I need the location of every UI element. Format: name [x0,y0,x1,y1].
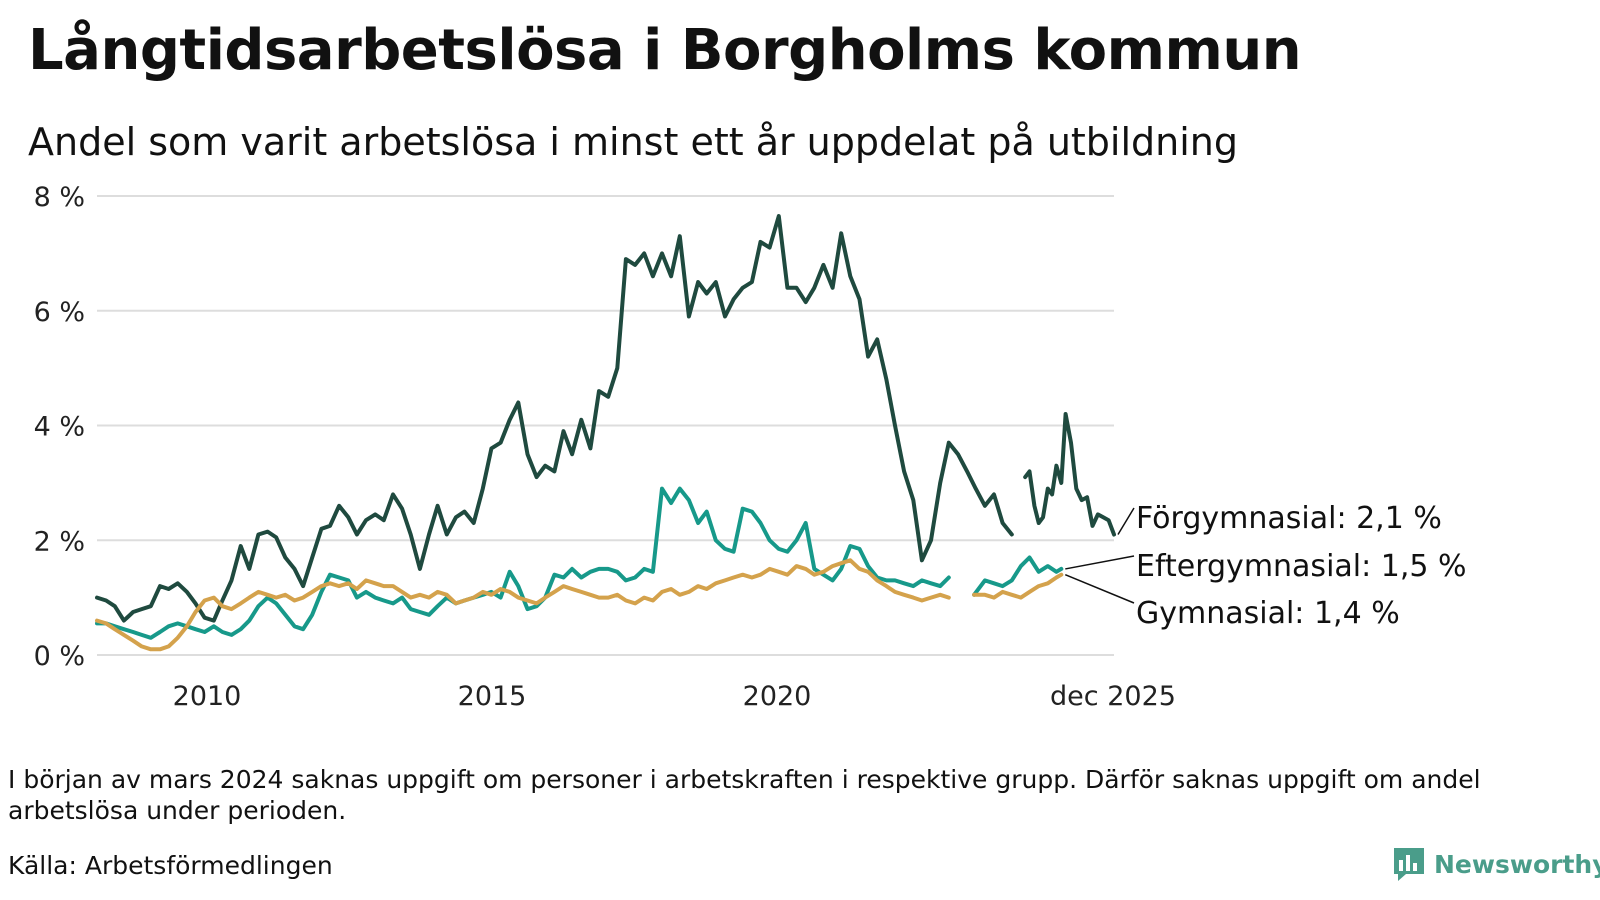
series-end-label-gymnasial: Gymnasial: 1,4 % [1136,596,1400,631]
y-tick-label: 6 % [34,297,85,328]
newsworthy-logo: Newsworthy [1392,846,1600,882]
label-leader-line [1065,555,1135,570]
y-tick-label: 8 % [34,182,85,213]
label-leader-line [1064,573,1135,604]
x-tick-label: 2010 [173,681,242,712]
series-line-forgymnasial [95,214,1116,623]
chart-subtitle: Andel som varit arbetslösa i minst ett å… [28,120,1239,164]
y-tick-label: 0 % [34,641,85,672]
gridlines [97,195,1114,656]
y-tick-label: 2 % [34,526,85,557]
series-line-gymnasial [95,558,1064,652]
bar-chart-icon [1394,848,1424,881]
axis-labels: 0 % 2 % 4 % 6 % 8 % 2010 2015 2020 dec 2025 [34,182,1176,712]
series-end-label-forgymnasial: Förgymnasial: 2,1 % [1136,501,1442,536]
series-lines [95,214,1116,652]
chart-title: Långtidsarbetslösa i Borgholms kommun [28,18,1302,83]
label-leader-line [1117,507,1135,535]
series-end-labels: Förgymnasial: 2,1 % Eftergymnasial: 1,5 %… [1064,501,1467,631]
x-tick-label: 2015 [458,681,527,712]
series-end-label-eftergymnasial: Eftergymnasial: 1,5 % [1136,549,1467,584]
x-tick-label: dec 2025 [1050,681,1176,712]
brand-name: Newsworthy [1434,849,1600,879]
source-text: Källa: Arbetsförmedlingen [8,851,333,880]
footnote: I början av mars 2024 saknas uppgift om … [8,765,1481,825]
x-tick-label: 2020 [743,681,812,712]
line-chart: 0 % 2 % 4 % 6 % 8 % 2010 2015 2020 dec 2025 Förg… [34,182,1467,712]
y-tick-label: 4 % [34,412,85,443]
